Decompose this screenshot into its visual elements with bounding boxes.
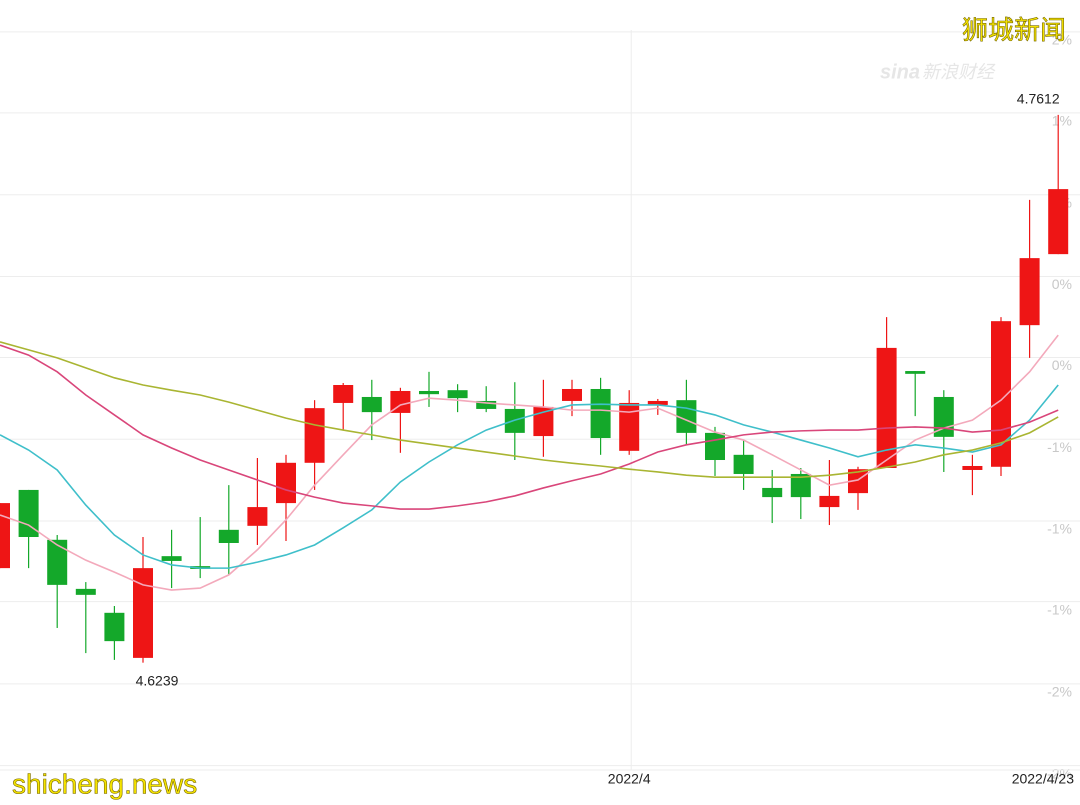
- y-tick-label: 0%: [1052, 276, 1072, 292]
- candle-body: [419, 390, 439, 395]
- candle-body: [848, 469, 868, 494]
- moving-average-line: [0, 344, 1059, 510]
- logo-latin: sina: [880, 61, 920, 83]
- y-tick-label: -2%: [1047, 765, 1072, 781]
- y-tick-label: -2%: [1047, 684, 1072, 700]
- candle-body: [161, 556, 182, 561]
- candle-body: [1019, 258, 1040, 326]
- candle-body: [905, 371, 926, 374]
- candle-body: [1048, 189, 1069, 255]
- candle-body: [476, 400, 497, 409]
- x-tick-label: 2022/4/23: [1012, 771, 1074, 787]
- candle-body: [705, 432, 725, 461]
- brand-watermark: 狮城新闻: [962, 15, 1066, 45]
- candle-body: [647, 400, 668, 405]
- candle-body: [18, 489, 39, 538]
- candle-body: [562, 388, 582, 401]
- plot: 2%1%1%0%0%-1%-1%-1%-2%-2%2022/42022/4/23…: [0, 30, 1080, 787]
- candle-body: [218, 529, 239, 543]
- y-tick-label: -1%: [1047, 601, 1072, 617]
- min-annotation: 4.6239: [136, 672, 179, 688]
- site-watermark: shicheng.news: [12, 768, 197, 799]
- candle-body: [361, 396, 382, 413]
- candle-body: [0, 503, 10, 569]
- candle-body: [75, 588, 96, 595]
- candle-body: [819, 495, 840, 508]
- candle-body: [247, 507, 268, 526]
- candle-body: [447, 390, 468, 399]
- candle-body: [390, 390, 411, 413]
- moving-average-line: [0, 384, 1059, 569]
- candle-body: [276, 462, 296, 504]
- candle-body: [876, 347, 897, 468]
- x-tick-label: 2022/4: [608, 771, 651, 787]
- candle-body: [133, 568, 153, 658]
- candle-body: [733, 454, 754, 474]
- logo-cn: 新浪财经: [922, 62, 996, 82]
- candle-body: [304, 408, 325, 463]
- y-tick-label: -1%: [1047, 439, 1072, 455]
- candle-body: [790, 473, 811, 498]
- candle-body: [104, 612, 125, 642]
- y-tick-label: -1%: [1047, 521, 1072, 537]
- y-tick-label: 1%: [1052, 113, 1072, 129]
- moving-average-line: [0, 341, 1059, 478]
- moving-average-line: [0, 334, 1059, 591]
- max-annotation: 4.7612: [1017, 91, 1060, 107]
- candle-body: [619, 402, 640, 451]
- candle-body: [962, 465, 983, 470]
- candle-body: [590, 388, 611, 439]
- candle-body: [762, 487, 783, 498]
- y-tick-label: 2%: [1052, 32, 1072, 48]
- y-tick-label: 0%: [1052, 357, 1072, 373]
- candle-body: [47, 539, 68, 585]
- candle-body: [333, 385, 354, 403]
